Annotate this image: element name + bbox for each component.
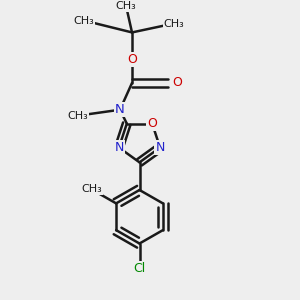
Text: CH₃: CH₃ <box>81 184 102 194</box>
Text: CH₃: CH₃ <box>164 19 184 28</box>
Text: O: O <box>127 53 137 66</box>
Text: CH₃: CH₃ <box>68 111 88 121</box>
Text: N: N <box>155 141 165 154</box>
Text: CH₃: CH₃ <box>74 16 94 26</box>
Text: CH₃: CH₃ <box>116 1 136 11</box>
Text: O: O <box>147 117 157 130</box>
Text: N: N <box>115 103 125 116</box>
Text: N: N <box>114 141 124 154</box>
Text: Cl: Cl <box>134 262 146 275</box>
Text: O: O <box>172 76 182 89</box>
